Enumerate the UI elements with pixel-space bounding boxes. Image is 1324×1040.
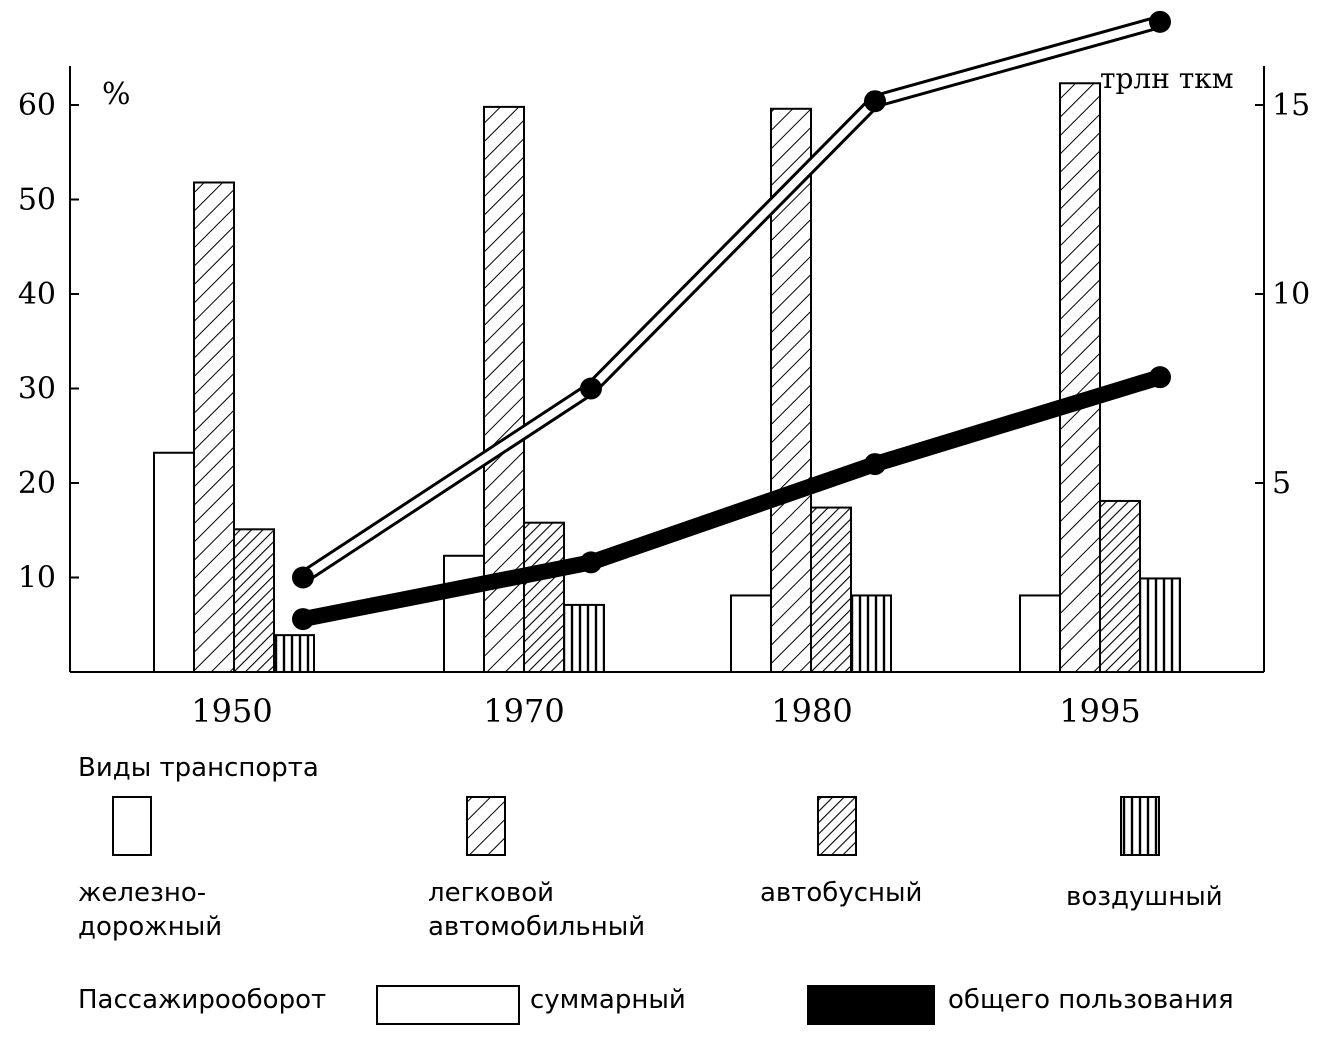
x-tick-label-1995: 1995 xyxy=(1059,692,1140,730)
left-axis-unit: % xyxy=(102,77,131,112)
axes: 10 20 30 40 50 60 % 5 10 15 трлн ткм 1950 1970 1980 19… xyxy=(18,62,1310,730)
x-tick-label-1970: 1970 xyxy=(483,692,564,730)
bar-car-1950 xyxy=(193,181,235,674)
right-tick-label-10: 10 xyxy=(1272,277,1310,312)
line-total-inner xyxy=(300,17,1162,581)
legend-label-air: воздушный xyxy=(1066,882,1223,912)
left-tick-label-50: 50 xyxy=(18,183,56,218)
left-tick-label-60: 60 xyxy=(18,88,56,123)
left-tick-label-30: 30 xyxy=(18,372,56,407)
lines xyxy=(292,10,1171,631)
bar-bus-1950 xyxy=(233,528,275,673)
right-tick-label-5: 5 xyxy=(1272,466,1291,501)
x-tick-label-1980: 1980 xyxy=(771,692,852,730)
left-tick-label-40: 40 xyxy=(18,277,56,312)
legend-types-title: Виды транспорта xyxy=(78,753,319,783)
bar-car-1995 xyxy=(1059,82,1101,673)
point-public-1995 xyxy=(1149,366,1171,389)
right-tick-label-15: 15 xyxy=(1272,88,1310,123)
legend-flow-title: Пассажирооборот xyxy=(78,985,327,1015)
bar-air-1995 xyxy=(1139,577,1181,674)
bar-air-1970 xyxy=(563,603,605,674)
legend-label-rail: железно- дорожный xyxy=(78,878,223,942)
legend-label-public: общего пользования xyxy=(948,985,1234,1015)
bar-air-1950 xyxy=(273,634,315,674)
bar-air-1980 xyxy=(850,594,892,674)
point-public-1970 xyxy=(580,551,602,574)
line-public xyxy=(295,369,1168,628)
bar-bus-1980 xyxy=(810,506,852,673)
legend-swatch-bus xyxy=(817,796,857,856)
x-tick-label-1950: 1950 xyxy=(191,692,272,730)
right-axis-unit: трлн ткм xyxy=(1100,62,1234,95)
legend-label-bus: автобусный xyxy=(760,878,923,908)
point-total-1970 xyxy=(580,377,602,400)
bar-rail-1950 xyxy=(153,451,195,674)
bars xyxy=(153,82,1181,674)
left-tick-label-20: 20 xyxy=(18,466,56,501)
point-total-1980 xyxy=(864,90,886,113)
legend-swatches xyxy=(112,796,1160,1025)
point-public-1980 xyxy=(864,453,886,476)
left-tick-label-10: 10 xyxy=(18,561,56,596)
point-total-1995 xyxy=(1149,10,1171,33)
bar-rail-1970 xyxy=(443,554,485,674)
legend-swatch-total xyxy=(376,985,520,1025)
legend-label-total: суммарный xyxy=(530,985,686,1015)
legend-swatch-car xyxy=(466,796,506,856)
legend-swatch-air xyxy=(1120,796,1160,856)
legend-swatch-public xyxy=(807,985,935,1025)
point-total-1950 xyxy=(292,566,314,589)
bar-rail-1980 xyxy=(730,594,772,674)
bar-bus-1970 xyxy=(523,521,565,673)
legend-label-car: легковой автомобильный xyxy=(428,878,646,942)
point-public-1950 xyxy=(292,608,314,631)
bar-rail-1995 xyxy=(1019,594,1061,674)
bar-bus-1995 xyxy=(1099,499,1141,673)
legend-swatch-rail xyxy=(112,796,152,856)
